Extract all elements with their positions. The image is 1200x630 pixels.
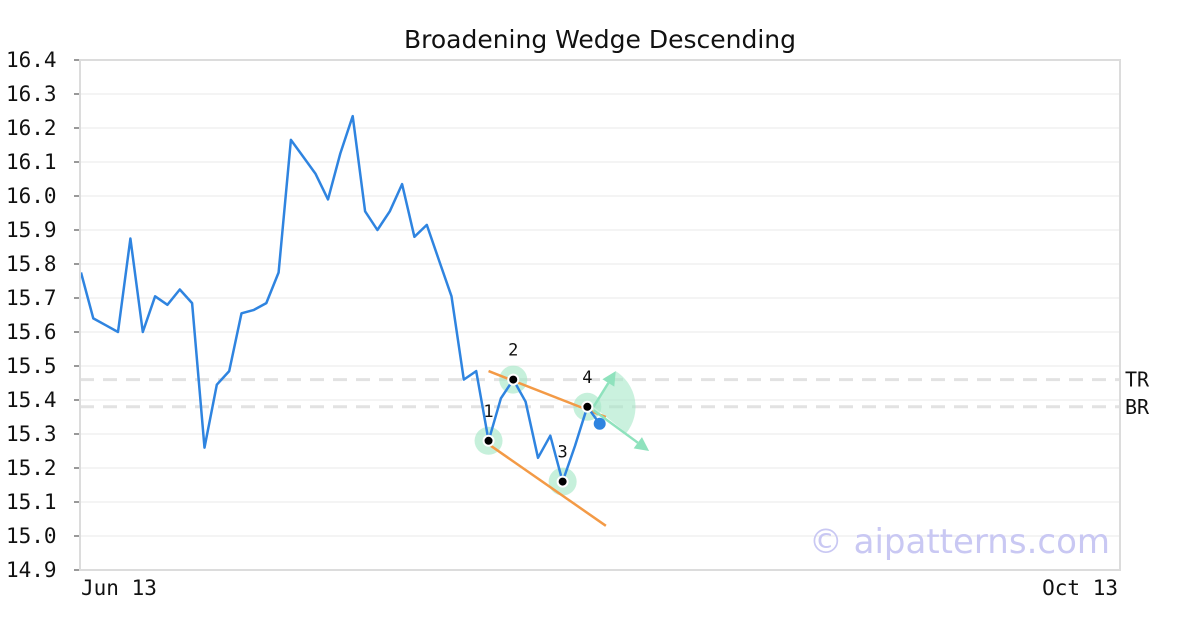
projection-sector (593, 371, 636, 433)
x-tick-label: Jun 13 (81, 576, 157, 600)
y-tick-label: 14.9 (6, 558, 57, 582)
y-tick-label: 15.6 (6, 320, 57, 344)
last-price-point (593, 417, 606, 430)
y-tick-label: 15.7 (6, 286, 57, 310)
plot-frame (79, 59, 1121, 571)
pattern-point (507, 373, 520, 386)
y-tick-label: 16.4 (6, 48, 57, 72)
y-tick-label: 16.1 (6, 150, 57, 174)
chart-title: Broadening Wedge Descending (404, 25, 796, 54)
pattern-point-label: 2 (508, 341, 518, 361)
y-tick-label: 15.9 (6, 218, 57, 242)
y-tick-label: 15.8 (6, 252, 57, 276)
y-axis: 16.4 16.3 16.2 16.1 16.0 15.9 15.8 15.7 15.6 15.5… (6, 48, 80, 582)
grid (80, 59, 1120, 571)
y-tick-label: 15.0 (6, 524, 57, 548)
y-tick-label: 16.0 (6, 184, 57, 208)
pattern-point (581, 400, 594, 413)
reference-label: BR (1125, 395, 1150, 419)
price-line (79, 114, 601, 483)
y-tick-label: 15.3 (6, 422, 57, 446)
pattern-point (556, 475, 569, 488)
x-axis: Jun 13 Oct 13 (81, 576, 1118, 600)
y-tick-label: 15.2 (6, 456, 57, 480)
y-tick-label: 15.1 (6, 490, 57, 514)
pattern-point-label: 3 (558, 443, 568, 463)
projection-arrow (592, 409, 639, 444)
y-tick-label: 16.2 (6, 116, 57, 140)
pattern-point-label: 4 (582, 368, 592, 388)
pattern-point (482, 434, 495, 447)
projection-arrowhead (633, 437, 650, 451)
projection-arrowhead (602, 371, 616, 387)
x-tick-label: Oct 13 (1042, 576, 1118, 600)
y-tick-label: 16.3 (6, 82, 57, 106)
pattern-point-label: 1 (483, 402, 493, 422)
trend-line-lower (487, 443, 607, 527)
watermark: © aipatterns.com (809, 522, 1110, 562)
plot-area: 1 2 3 4 (79, 114, 650, 527)
reference-label: TR (1125, 368, 1150, 392)
y-tick-label: 15.5 (6, 354, 57, 378)
projection-arrow (592, 382, 610, 408)
y-tick-label: 15.4 (6, 388, 57, 412)
